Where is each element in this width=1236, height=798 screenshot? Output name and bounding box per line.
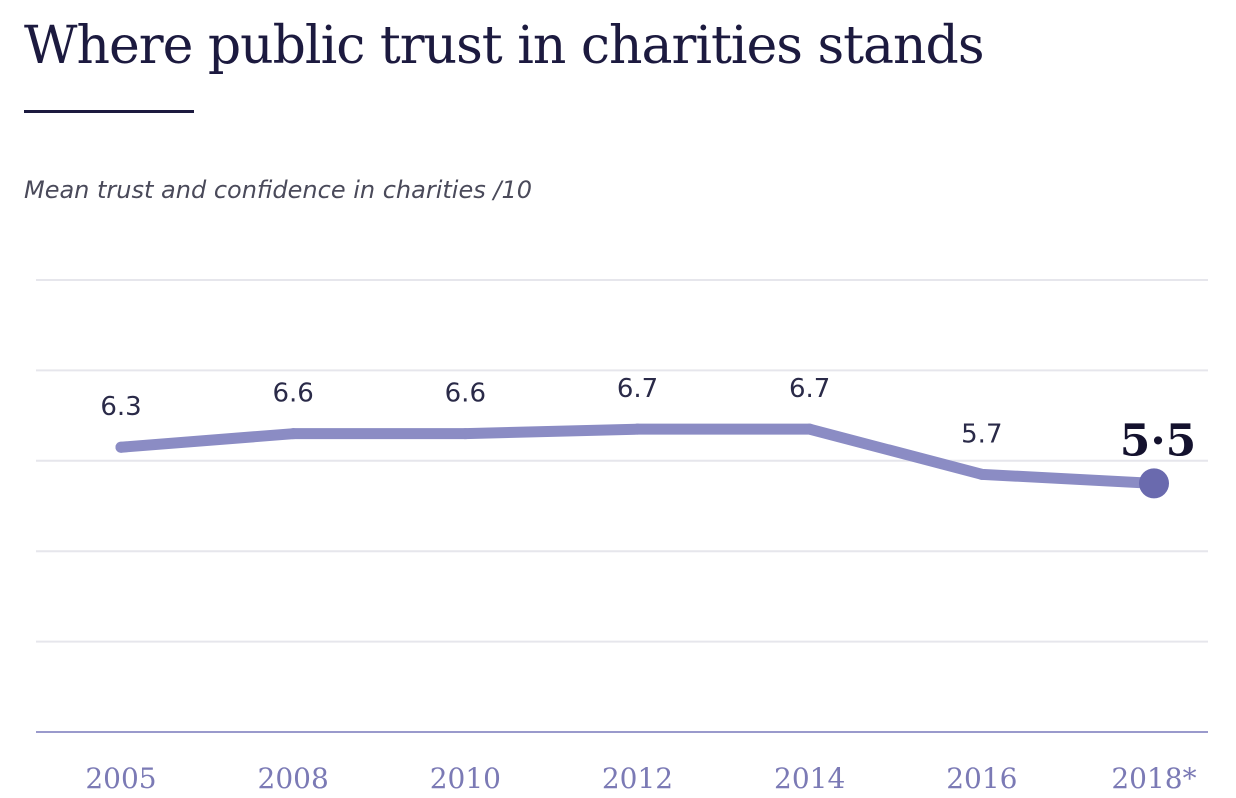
- x-tick-label: 2010: [430, 762, 501, 795]
- x-tick-label: 2005: [85, 762, 156, 795]
- data-point: [287, 428, 299, 440]
- chart-title: Where public trust in charities stands: [24, 16, 985, 76]
- x-tick-label: 2012: [602, 762, 673, 795]
- data-point: [632, 423, 643, 435]
- data-label: 5.7: [961, 419, 1002, 449]
- x-tick-label: 2008: [258, 762, 329, 795]
- series-group: [115, 423, 1169, 499]
- data-point: [115, 441, 127, 453]
- data-point: [804, 423, 816, 435]
- x-tick-label: 2016: [946, 762, 1017, 795]
- data-label: 5·5: [1120, 415, 1197, 466]
- gridlines: [36, 279, 1208, 643]
- data-label: 6.3: [100, 392, 141, 422]
- data-label: 6.7: [617, 374, 658, 404]
- data-point-highlight: [1139, 468, 1169, 499]
- title-underline: [24, 110, 194, 113]
- x-tick-label: 2014: [774, 762, 845, 795]
- x-tick-label: 2018*: [1111, 762, 1196, 795]
- data-label: 6.6: [445, 379, 486, 409]
- data-label: 6.7: [789, 374, 830, 404]
- data-point: [976, 468, 988, 480]
- chart-subtitle: Mean trust and confidence in charities /…: [24, 176, 532, 204]
- x-axis-tick-labels: 2005 2008 2010 2012 2014 2016 2018*: [85, 762, 1196, 795]
- data-point: [459, 428, 471, 440]
- data-labels: 6.3 6.6 6.6 6.7 6.7 5.7 5·5: [100, 374, 1196, 466]
- data-label: 6.6: [272, 379, 313, 409]
